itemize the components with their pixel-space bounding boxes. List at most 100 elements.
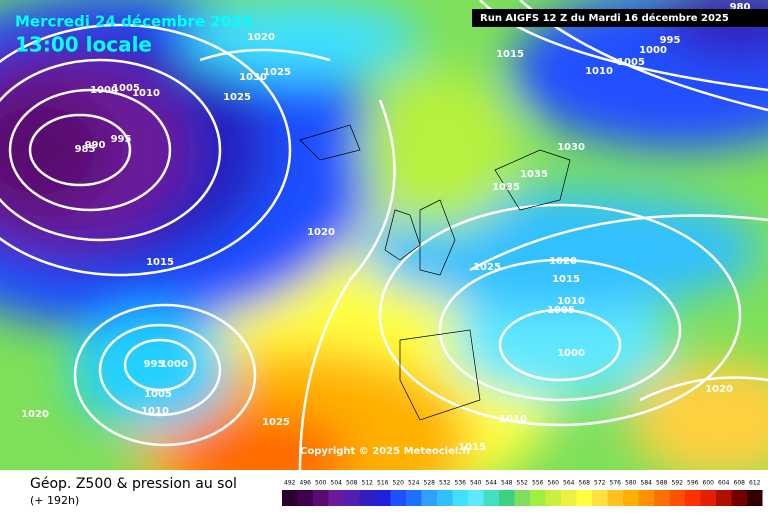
isobar-label: 980	[730, 2, 751, 13]
scale-swatch	[421, 490, 437, 506]
scale-label: 548	[501, 480, 513, 487]
scale-swatch	[468, 490, 484, 506]
isobar-label: 1015	[496, 49, 524, 60]
scale-swatch	[747, 490, 763, 506]
scale-label: 552	[517, 480, 529, 487]
scale-swatch	[282, 490, 298, 506]
scale-swatch	[406, 490, 422, 506]
scale-swatch	[514, 490, 530, 506]
isobar-label: 1010	[141, 406, 169, 417]
scale-swatch	[576, 490, 592, 506]
scale-swatch	[716, 490, 732, 506]
scale-label: 504	[331, 480, 343, 487]
isobar-label: 1000	[639, 45, 667, 56]
isobar-label: 1010	[585, 66, 613, 77]
scale-swatch	[313, 490, 329, 506]
field-blob	[450, 280, 670, 400]
isobar-label: 1015	[146, 257, 174, 268]
scale-swatch	[530, 490, 546, 506]
scale-label: 540	[470, 480, 482, 487]
scale-swatch	[375, 490, 391, 506]
scale-swatch	[685, 490, 701, 506]
scale-label: 568	[579, 480, 591, 487]
isobar-label: 1000	[90, 85, 118, 96]
scale-swatch	[623, 490, 639, 506]
isobar-label: 1025	[473, 262, 501, 273]
isobar-label: 995	[660, 35, 681, 46]
scale-label: 492	[284, 480, 296, 487]
scale-label: 576	[610, 480, 622, 487]
scale-swatch	[607, 490, 623, 506]
isobar-label: 1010	[499, 414, 527, 425]
scale-label: 604	[718, 480, 730, 487]
forecast-time: 13:00 locale	[15, 33, 152, 57]
isobar-label: 985	[75, 144, 96, 155]
scale-label: 588	[656, 480, 668, 487]
scale-label: 560	[548, 480, 560, 487]
isobar-label: 1005	[617, 57, 645, 68]
field-blob	[70, 310, 230, 430]
isobar-label: 1020	[307, 227, 335, 238]
scale-swatch	[561, 490, 577, 506]
scale-label: 544	[486, 480, 498, 487]
isobar-label: 1010	[557, 296, 585, 307]
scale-swatch	[700, 490, 716, 506]
scale-label: 556	[532, 480, 544, 487]
isobar-label: 1025	[223, 92, 251, 103]
scale-swatch	[344, 490, 360, 506]
isobar-label: 1035	[492, 182, 520, 193]
footer-title: Géop. Z500 & pression au sol	[30, 476, 237, 492]
scale-label: 536	[455, 480, 467, 487]
scale-swatch	[328, 490, 344, 506]
field-blob	[360, 70, 520, 230]
isobar-label: 1000	[160, 359, 188, 370]
scale-label: 564	[563, 480, 575, 487]
scale-swatch	[669, 490, 685, 506]
scale-label: 600	[703, 480, 715, 487]
isobar-label: 1020	[21, 409, 49, 420]
isobar-label: 1020	[705, 384, 733, 395]
footer-lead: (+ 192h)	[30, 494, 79, 507]
scale-swatch	[731, 490, 747, 506]
scale-label: 512	[362, 480, 374, 487]
isobar-label: 1005	[144, 389, 172, 400]
isobar-label: 1020	[247, 32, 275, 43]
scale-swatch	[437, 490, 453, 506]
copyright: Copyright © 2025 Meteociel.fr	[300, 446, 471, 457]
isobar-label: 1025	[262, 417, 290, 428]
scale-label: 608	[734, 480, 746, 487]
isobar-label: 1005	[112, 83, 140, 94]
scale-label: 496	[300, 480, 312, 487]
isobar-label: 1025	[263, 67, 291, 78]
scale-swatch	[592, 490, 608, 506]
scale-label: 520	[393, 480, 405, 487]
isobar-label: 995	[111, 134, 132, 145]
scale-swatch	[545, 490, 561, 506]
forecast-date: Mercredi 24 décembre 2025	[15, 13, 252, 31]
scale-label: 516	[377, 480, 389, 487]
field-blob	[630, 360, 768, 470]
scale-label: 532	[439, 480, 451, 487]
scale-label: 612	[749, 480, 761, 487]
scale-label: 524	[408, 480, 420, 487]
scale-swatch	[359, 490, 375, 506]
isobar-label: 1015	[458, 442, 486, 453]
isobar-label: 1035	[520, 169, 548, 180]
scale-swatch	[390, 490, 406, 506]
isobar-label: 1030	[557, 142, 585, 153]
coastlines	[299, 124, 571, 421]
scale-label: 596	[687, 480, 699, 487]
isobar-label: 1015	[552, 274, 580, 285]
scale-label: 572	[594, 480, 606, 487]
scale-label: 592	[672, 480, 684, 487]
scale-swatch	[499, 490, 515, 506]
run-info: Run AIGFS 12 Z du Mardi 16 décembre 2025	[480, 12, 729, 24]
scale-label: 528	[424, 480, 436, 487]
scale-label: 584	[641, 480, 653, 487]
isobar-label: 1000	[557, 348, 585, 359]
run-box	[472, 9, 768, 27]
scale-label: 500	[315, 480, 327, 487]
scale-swatch	[638, 490, 654, 506]
scale-swatch	[297, 490, 313, 506]
